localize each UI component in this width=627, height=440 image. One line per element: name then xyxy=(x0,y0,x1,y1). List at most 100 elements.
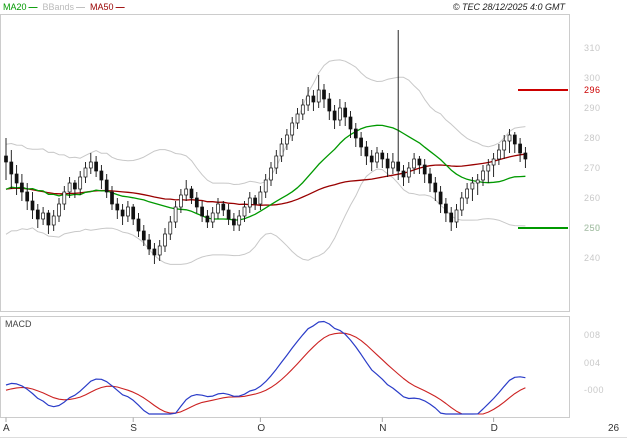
candle-body xyxy=(35,209,40,220)
candle-body xyxy=(179,194,183,208)
candle-body xyxy=(73,182,77,190)
price-axis-label-250: 250 xyxy=(584,223,601,233)
candle-body xyxy=(486,164,491,172)
candle-body xyxy=(422,164,427,175)
candle-body xyxy=(454,209,459,223)
candle-body xyxy=(62,191,67,205)
price-axis-label-290: 290 xyxy=(584,103,601,113)
candle-body xyxy=(396,161,401,172)
chart-header: MA20— BBands — MA50— xyxy=(0,0,627,14)
candle-body xyxy=(348,116,353,130)
candle-body xyxy=(147,239,151,250)
candle-body xyxy=(20,182,24,193)
candle-body xyxy=(306,95,310,106)
candle-body xyxy=(290,122,295,136)
year-label: 26 xyxy=(608,423,620,434)
candle-body xyxy=(78,176,83,190)
candle-body xyxy=(99,170,104,181)
candle-body xyxy=(131,206,136,220)
candle-body xyxy=(14,173,19,184)
legend-line-swatch: — xyxy=(76,1,86,12)
resistance-level-label: 296 xyxy=(584,85,601,95)
candle-body xyxy=(67,182,72,193)
candle-body xyxy=(120,209,125,217)
candle-body xyxy=(200,206,204,217)
candle-body xyxy=(115,203,120,211)
candle-body xyxy=(295,113,300,124)
candle-body xyxy=(189,188,194,199)
candle-body xyxy=(110,191,114,205)
candle-body xyxy=(343,107,348,118)
candle-body xyxy=(428,173,432,184)
candle-body xyxy=(375,152,379,163)
legend-line-swatch: — xyxy=(115,1,125,12)
candle-body xyxy=(417,158,422,166)
candle-body xyxy=(57,203,61,217)
legend-item-bbands: BBands — xyxy=(43,2,86,13)
month-label-D: D xyxy=(490,423,498,434)
candle-body xyxy=(475,179,480,184)
legend-label: BBands xyxy=(42,1,75,12)
candle-body xyxy=(232,218,236,226)
price-axis-label-280: 280 xyxy=(584,133,601,143)
price-panel-border xyxy=(0,14,570,312)
chart-legend: MA20— BBands — MA50— xyxy=(3,2,125,13)
candle-body xyxy=(226,209,231,220)
candle-body xyxy=(184,188,189,196)
candle-body xyxy=(269,167,273,181)
candle-body xyxy=(401,170,406,178)
candle-body xyxy=(332,110,337,121)
price-axis-label-310: 310 xyxy=(584,43,601,53)
candle-body xyxy=(412,158,416,169)
macd-signal-line xyxy=(5,332,526,415)
legend-line-swatch: — xyxy=(28,1,38,12)
candle-body xyxy=(300,104,305,115)
candle-body xyxy=(406,167,411,178)
candle-body xyxy=(205,215,210,223)
month-label-S: S xyxy=(130,423,137,434)
candle-body xyxy=(369,155,374,163)
candle-body xyxy=(163,233,167,247)
price-axis-label-300: 300 xyxy=(584,73,601,83)
candle-body xyxy=(242,206,247,217)
candle-body xyxy=(507,134,512,142)
macd-axis-label-004: 004 xyxy=(584,357,601,368)
candle-body xyxy=(152,248,157,256)
month-label-O: O xyxy=(257,423,266,434)
macd-axis-label--000: -000 xyxy=(584,385,605,395)
candle-body xyxy=(221,203,226,211)
candle-body xyxy=(470,182,475,190)
candle-body xyxy=(353,128,358,139)
candle-body xyxy=(465,188,469,199)
candle-body xyxy=(327,98,332,112)
candle-body xyxy=(438,191,443,205)
macd-panel-title: MACD xyxy=(5,319,32,329)
month-label-A: A xyxy=(3,423,10,434)
candle-body xyxy=(285,134,289,145)
candle-body xyxy=(216,203,220,214)
candle-body xyxy=(491,158,496,166)
candle-body xyxy=(322,89,326,100)
candle-body xyxy=(444,203,448,214)
candle-body xyxy=(210,212,215,223)
candle-body xyxy=(136,218,141,232)
price-axis-label-260: 260 xyxy=(584,193,601,203)
candle-body xyxy=(88,161,93,169)
candle-body xyxy=(380,152,385,160)
candle-body xyxy=(359,137,363,148)
candle-body xyxy=(237,215,242,226)
candle-body xyxy=(391,161,395,169)
candle-body xyxy=(274,155,279,169)
candle-body xyxy=(518,143,522,154)
legend-item-ma20: MA20— xyxy=(3,2,38,13)
candle-body xyxy=(41,212,45,220)
candle-body xyxy=(157,245,162,256)
candle-body xyxy=(173,206,178,223)
price-axis-label-240: 240 xyxy=(584,253,601,263)
candle-body xyxy=(502,140,507,151)
candle-body xyxy=(433,182,438,193)
candle-body xyxy=(481,170,485,181)
legend-label: MA50 xyxy=(90,1,114,12)
legend-label: MA20 xyxy=(3,1,27,12)
